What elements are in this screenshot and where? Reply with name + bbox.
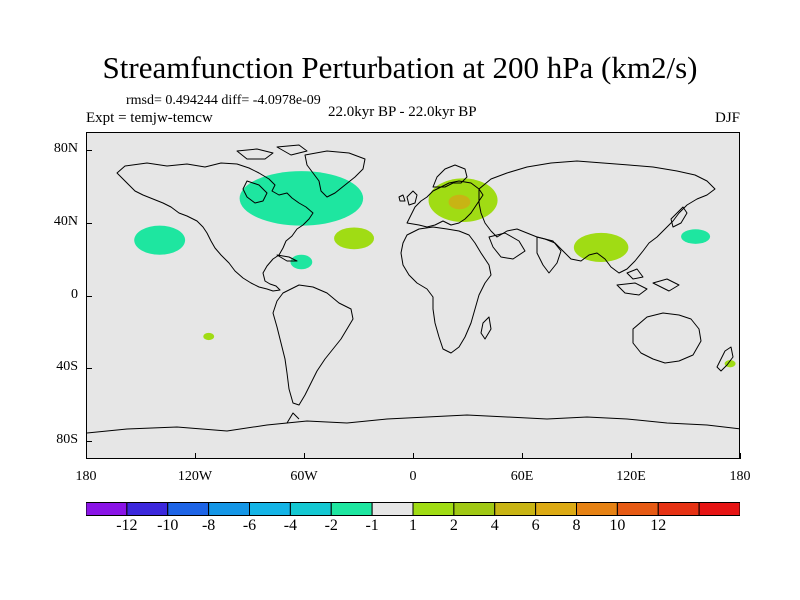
colorbar-label: 6	[531, 517, 540, 534]
colorbar-box	[576, 502, 618, 516]
lon-tick-label: 60W	[290, 469, 318, 484]
lat-tick-label: 80N	[53, 141, 78, 157]
lat-tick	[86, 222, 92, 224]
colorbar-box	[208, 502, 250, 516]
coast-antarctica	[87, 414, 739, 434]
anomaly-west-pacific-negative	[681, 229, 711, 244]
anomaly-atlantic-positive	[334, 227, 375, 250]
lon-tick	[740, 453, 741, 459]
anomaly-layer	[134, 171, 736, 368]
anomaly-south-pacific-positive	[203, 332, 215, 341]
colorbar-label: -4	[283, 517, 298, 534]
lat-tick-label: 80S	[56, 431, 78, 447]
colorbar-label: -12	[116, 517, 138, 534]
coast-greenland	[304, 150, 366, 198]
lon-tick-label: 120E	[616, 469, 646, 484]
lat-tick	[86, 368, 92, 370]
colorbar-box	[657, 502, 700, 516]
lon-tick	[413, 453, 414, 459]
colorbar-box	[167, 502, 210, 516]
colorbar-box	[330, 502, 373, 516]
colorbar-box	[86, 502, 128, 516]
coast-asia	[478, 160, 716, 274]
anomaly-new-zealand-positive	[724, 360, 736, 368]
coastlines	[87, 144, 739, 434]
lat-tick	[86, 150, 92, 152]
lon-tick-label: 0	[409, 469, 417, 484]
colorbar-label: 2	[449, 517, 458, 534]
coast-antarctic-peninsula	[286, 412, 300, 424]
colorbar	[86, 502, 740, 516]
lon-tick-label: 180	[729, 469, 751, 484]
colorbar-label: 4	[490, 517, 499, 534]
colorbar-label: -2	[324, 517, 338, 534]
colorbar-label: -8	[201, 517, 216, 534]
plot-title: Streamfunction Perturbation at 200 hPa (…	[102, 50, 698, 85]
lon-tick	[86, 453, 87, 459]
colorbar-label: -10	[157, 517, 179, 534]
coast-europe	[406, 180, 484, 228]
coast-hudson-bay	[242, 180, 268, 204]
lon-tick-label: 60E	[510, 469, 534, 484]
colorbar-box	[698, 502, 740, 516]
lon-tick-label: 180	[75, 469, 97, 484]
lat-tick-label: 0	[71, 286, 78, 302]
colorbar-label: 8	[572, 517, 581, 534]
coast-new-zealand	[716, 346, 734, 372]
colorbar-label: 10	[609, 517, 626, 534]
coast-india	[536, 236, 562, 274]
lon-tick	[304, 453, 305, 459]
anomaly-north-atlantic-negative	[239, 171, 364, 226]
map-panel	[86, 132, 740, 459]
colorbar-box	[249, 502, 291, 516]
coast-australia	[632, 312, 702, 364]
colorbar-box	[616, 502, 659, 516]
anomaly-europe-positive-core	[448, 194, 471, 210]
season-text: DJF	[714, 110, 740, 126]
coast-madagascar	[480, 316, 492, 340]
coast-scandinavia	[432, 164, 468, 188]
lat-tick	[86, 440, 92, 442]
coast-japan	[670, 206, 688, 228]
coast-arctic-islands	[236, 144, 308, 160]
colorbar-box	[126, 502, 169, 516]
colorbar-label: -1	[365, 517, 379, 534]
lat-tick-label: 40S	[56, 359, 78, 375]
colorbar-label: 1	[409, 517, 417, 534]
colorbar-box	[371, 502, 414, 516]
colorbar-box	[494, 502, 537, 516]
colorbar-box	[412, 502, 455, 516]
colorbar-box	[535, 502, 577, 516]
anomaly-tibet-positive	[573, 232, 629, 262]
stats-text: rmsd= 0.494244 diff= -4.0978e-09	[126, 93, 321, 108]
coast-africa	[400, 226, 492, 354]
lon-tick	[631, 453, 632, 459]
lon-tick-label: 120W	[177, 469, 213, 484]
anomaly-north-pacific-negative	[134, 225, 186, 255]
lon-tick	[195, 453, 196, 459]
colorbar-label: -6	[242, 517, 257, 534]
world-map	[87, 144, 739, 434]
coast-southeast-asia	[616, 268, 680, 296]
lat-tick	[86, 295, 92, 297]
colorbar-box	[453, 502, 496, 516]
coast-north-america	[116, 162, 314, 292]
coast-caribbean	[276, 254, 298, 262]
coast-arabia	[488, 232, 526, 260]
colorbar-box	[289, 502, 332, 516]
coast-british-isles	[398, 190, 418, 206]
lat-tick-label: 40N	[53, 213, 78, 229]
lon-tick	[522, 453, 523, 459]
colorbar-label: 12	[650, 517, 667, 534]
experiment-text: Expt = temjw-temcw	[86, 110, 213, 126]
period-text: 22.0kyr BP - 22.0kyr BP	[328, 104, 477, 120]
anomaly-caribbean-negative	[290, 254, 313, 270]
coast-south-america	[272, 284, 354, 406]
